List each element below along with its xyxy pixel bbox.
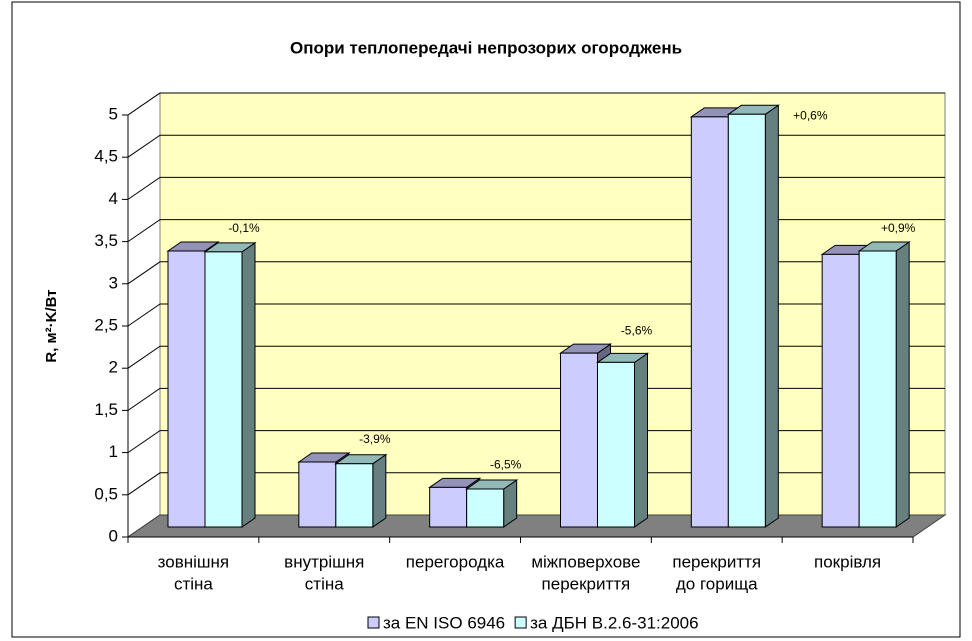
y-tick-label: 3,5 — [94, 231, 118, 250]
bar-front — [690, 116, 729, 528]
annotation: +0,6% — [793, 108, 828, 122]
y-tick-label: 0,5 — [94, 484, 118, 503]
grid-line — [127, 134, 945, 158]
x-tick-label: стіна — [305, 574, 344, 593]
bar-front — [560, 352, 598, 528]
grid-line — [127, 176, 945, 200]
legend-label: за ДБН В.2.6-31:2006 — [530, 613, 698, 632]
y-axis-label: R, м²·K/Вт — [43, 289, 60, 362]
grid-line — [127, 92, 945, 116]
y-tick-label: 3 — [109, 273, 118, 292]
annotation: -5,6% — [621, 323, 653, 337]
x-tick-label: перекриття — [672, 552, 761, 571]
x-tick-label: міжповерхове — [531, 552, 640, 571]
legend-swatch — [514, 616, 527, 629]
grid-line — [127, 430, 945, 454]
legend-swatch — [367, 616, 380, 629]
annotation: +0,9% — [881, 221, 916, 235]
legend-label: за EN ISO 6946 — [383, 613, 505, 632]
x-tick-label: зовнішня — [158, 552, 230, 571]
bar-side — [372, 453, 387, 528]
bar-front — [727, 113, 766, 528]
grid-line — [127, 219, 945, 243]
grid-line — [127, 387, 945, 411]
y-tick-label: 2 — [109, 358, 118, 377]
bar-front — [466, 488, 505, 528]
bar-side — [241, 241, 256, 528]
y-tick-label: 2,5 — [94, 315, 118, 334]
chart-title: Опори теплопередачі непрозорих огороджен… — [290, 38, 682, 57]
bar-side — [895, 241, 910, 528]
y-tick-label: 4,5 — [94, 147, 118, 166]
bar-front — [821, 253, 860, 528]
bar-front — [298, 461, 337, 528]
x-tick-label: перекриття — [542, 574, 631, 593]
bar-side — [764, 104, 779, 528]
annotation: -3,9% — [359, 432, 391, 446]
bar-front — [335, 463, 374, 528]
grid-line — [127, 472, 945, 496]
grid-line — [127, 261, 945, 285]
grid-line — [127, 345, 945, 369]
bar — [726, 104, 780, 528]
y-tick-label: 1 — [109, 442, 118, 461]
bar — [334, 453, 388, 528]
y-tick-label: 5 — [109, 104, 118, 123]
annotation: -6,5% — [490, 458, 522, 472]
bar-front — [858, 250, 897, 528]
bar-front — [597, 361, 635, 528]
bar — [203, 241, 257, 528]
y-tick-label: 1,5 — [94, 400, 118, 419]
x-tick-label: покрівля — [814, 552, 881, 571]
bar-front — [167, 250, 206, 528]
y-tick-label: 4 — [109, 189, 118, 208]
x-tick-label: до горища — [676, 574, 758, 593]
x-tick-label: стіна — [174, 574, 213, 593]
bar-front — [429, 486, 468, 528]
x-tick-label: перегородка — [406, 552, 505, 571]
y-tick-label: 0 — [109, 526, 118, 545]
x-tick-label: внутрішня — [284, 552, 364, 571]
bar — [857, 241, 911, 528]
bar — [465, 479, 519, 528]
bar — [595, 352, 650, 528]
bar-front — [204, 251, 243, 528]
bar-side — [634, 352, 648, 528]
grid-line — [127, 303, 945, 327]
annotation: -0,1% — [228, 221, 260, 235]
